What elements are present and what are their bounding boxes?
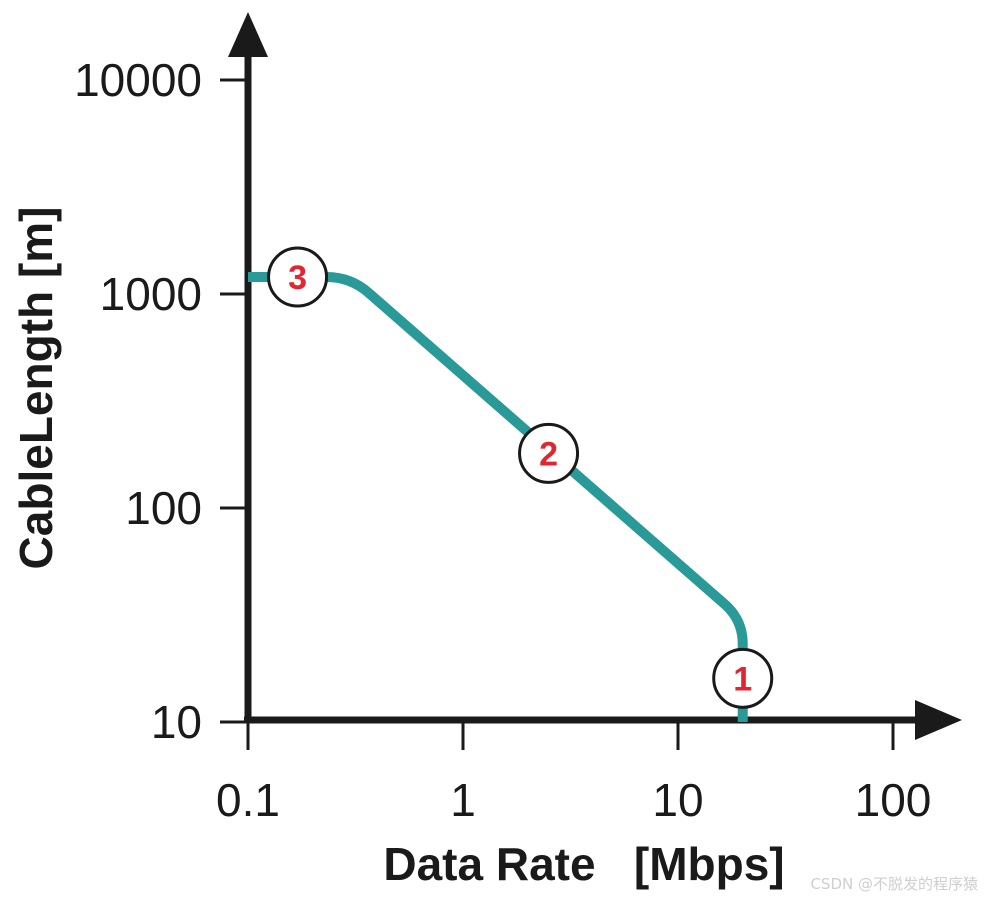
y-axis-arrow: [228, 12, 268, 57]
annotation-marker: 2: [518, 422, 580, 484]
y-tick-label: 10000: [74, 54, 202, 106]
x-tick-label: 10: [652, 774, 703, 826]
annotation-marker: 3: [267, 246, 329, 308]
x-axis-arrow: [915, 700, 962, 740]
x-tick-label: 0.1: [216, 774, 280, 826]
series-group: [248, 272, 748, 722]
marker-label: 2: [539, 435, 558, 473]
annotation-marker: 1: [712, 647, 774, 709]
y-tick-label: 1000: [100, 268, 202, 320]
y-tick-label: 100: [125, 482, 202, 534]
y-tick-label: 10: [151, 696, 202, 748]
marker-label: 1: [733, 660, 752, 698]
x-axis-title: Data Rate [Mbps]: [383, 838, 784, 890]
watermark: CSDN @不脱发的程序猿: [810, 875, 978, 893]
x-tick-label: 1: [450, 774, 476, 826]
x-tick-label: 100: [855, 774, 932, 826]
y-ticks: 10 100 1000 10000: [74, 54, 248, 748]
annotation-markers: 3 2 1: [267, 246, 774, 709]
marker-circle: [267, 246, 329, 308]
x-ticks: 0.1 1 10 100: [216, 722, 931, 826]
marker-label: 3: [288, 259, 307, 297]
axes: [228, 12, 962, 740]
marker-circle: [712, 647, 774, 709]
series-line: [248, 272, 748, 722]
y-axis-title: CableLength [m]: [10, 207, 62, 570]
marker-circle: [518, 422, 580, 484]
